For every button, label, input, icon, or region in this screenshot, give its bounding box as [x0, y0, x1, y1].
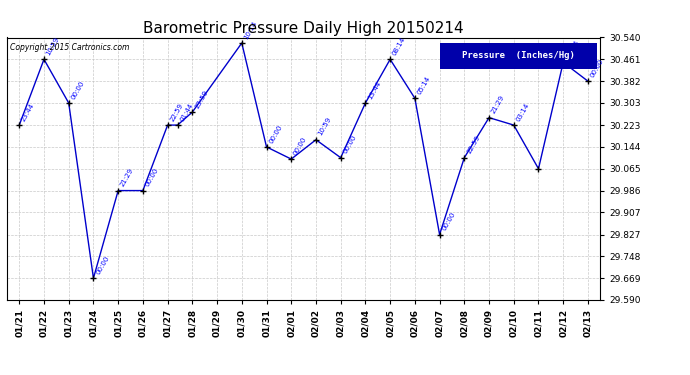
Text: 08:14: 08:14 — [391, 36, 407, 57]
Text: 13:44: 13:44 — [367, 80, 382, 100]
Text: 22:59: 22:59 — [169, 102, 184, 122]
Text: 10:59: 10:59 — [46, 36, 61, 57]
Text: Copyright 2015 Cartronics.com: Copyright 2015 Cartronics.com — [10, 43, 129, 52]
Text: 10:59: 10:59 — [317, 116, 333, 137]
Text: 00:00: 00:00 — [441, 211, 456, 232]
Text: 00:00: 00:00 — [293, 136, 308, 156]
Text: 10:14: 10:14 — [243, 20, 259, 40]
Text: 18:14: 18:14 — [564, 39, 580, 60]
Text: 00:00: 00:00 — [268, 123, 284, 144]
Text: 05:14: 05:14 — [416, 75, 431, 96]
Text: 00:00: 00:00 — [144, 167, 159, 188]
Text: 22:59: 22:59 — [466, 135, 481, 155]
Title: Barometric Pressure Daily High 20150214: Barometric Pressure Daily High 20150214 — [144, 21, 464, 36]
Text: 00:00: 00:00 — [70, 80, 86, 100]
Text: 01:44: 01:44 — [179, 102, 194, 122]
Text: 23:44: 23:44 — [21, 102, 36, 122]
Text: 03:14: 03:14 — [515, 102, 531, 122]
Text: 21:29: 21:29 — [491, 94, 506, 115]
Text: 21:29: 21:29 — [119, 167, 135, 188]
Text: 23:59: 23:59 — [194, 89, 209, 110]
Text: 00:00: 00:00 — [95, 255, 110, 275]
Text: 00:00: 00:00 — [589, 58, 604, 78]
Text: 00:00: 00:00 — [342, 134, 357, 155]
